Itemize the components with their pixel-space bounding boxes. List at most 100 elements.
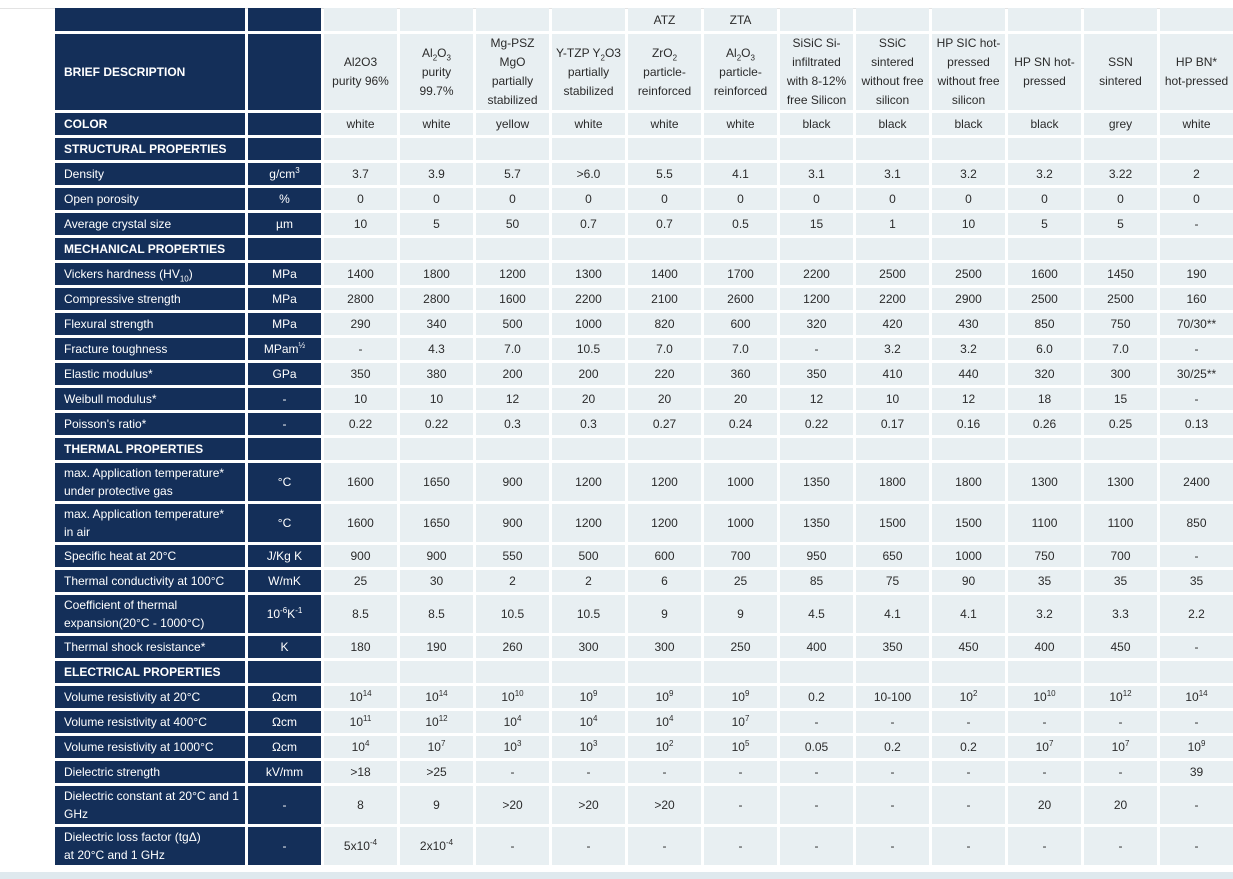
group-header-cell: ZTA [704,8,777,31]
value-cell: - [932,711,1005,733]
unit-cell: °C [248,504,321,542]
value-cell: 2200 [856,288,929,310]
value-cell: 5x10-4 [324,827,397,865]
property-label: Dielectric constant at 20°C and 1 GHz [55,786,245,824]
value-cell: 250 [704,636,777,658]
value-cell: 850 [1008,313,1081,335]
table-row: Dielectric loss factor (tgΔ) at 20°C and … [55,827,1233,865]
value-cell: 1200 [780,288,853,310]
value-cell: - [324,338,397,360]
value-cell: 350 [856,636,929,658]
value-cell: 2400 [1160,463,1233,501]
value-cell: 1300 [1008,463,1081,501]
value-cell: 30/25** [1160,363,1233,385]
value-cell: - [1084,711,1157,733]
table-row: Dielectric strength kV/mm >18 >25- - - - - - - - -3… [55,761,1233,783]
value-cell: 900 [476,504,549,542]
unit-cell: kV/mm [248,761,321,783]
value-cell: 1400 [324,263,397,285]
value-cell: 320 [1008,363,1081,385]
section-empty-cell [476,438,549,460]
value-cell: 0 [324,188,397,210]
property-label: Flexural strength [55,313,245,335]
section-unit-cell [248,661,321,683]
property-label: Dielectric strength [55,761,245,783]
section-empty-cell [780,661,853,683]
value-cell: 1000 [704,504,777,542]
section-empty-cell [856,438,929,460]
value-cell: 3.2 [932,338,1005,360]
unit-cell: - [248,786,321,824]
value-cell: 9 [628,595,701,633]
value-cell: 1600 [324,463,397,501]
value-cell: 3.7 [324,163,397,185]
unit-cell: MPa [248,263,321,285]
value-cell: 0 [552,188,625,210]
section-empty-cell [704,661,777,683]
property-label: COLOR [55,113,245,135]
property-label: Volume resistivity at 20°C [55,686,245,708]
table-row: Density g/cm3 3.7 3.9 5.7 >6.0 5.5 4.1 3.1 3.1 3.2… [55,163,1233,185]
value-cell: 50 [476,213,549,235]
material-properties-table: ATZ ZTA BRIEF DESCRIPTION Al2O3 purity 96% Al… [52,5,1233,868]
value-cell: 9 [400,786,473,824]
value-cell: 300 [628,636,701,658]
value-cell: 2600 [704,288,777,310]
material-name-cell: Al2O3 purity 96% [324,34,397,110]
value-cell: 0.2 [932,736,1005,758]
value-cell: 1400 [628,263,701,285]
value-cell: 103 [552,736,625,758]
property-label: Fracture toughness [55,338,245,360]
section-empty-cell [1008,438,1081,460]
property-label: Elastic modulus* [55,363,245,385]
value-cell: white [552,113,625,135]
material-name-cell: ZrO2 particle-reinforced [628,34,701,110]
value-cell: 2200 [780,263,853,285]
material-name-cell: Y-TZP Y2O3 partially stabilized [552,34,625,110]
section-empty-cell [780,438,853,460]
group-header-cell [1008,8,1081,31]
section-empty-cell [324,238,397,260]
property-label: Poisson's ratio* [55,413,245,435]
value-cell: 10.5 [476,595,549,633]
value-cell: - [1008,761,1081,783]
table-row: Average crystal size µm 10 5 50 0.7 0.7 0.5 15 1 1… [55,213,1233,235]
value-cell: 0.7 [552,213,625,235]
value-cell: >20 [552,786,625,824]
value-cell: 1200 [628,463,701,501]
value-cell: 650 [856,545,929,567]
table-row: Volume resistivity at 1000°C Ωcm 104 107 103… [55,736,1233,758]
value-cell: 420 [856,313,929,335]
value-cell: 0.5 [704,213,777,235]
value-cell: 18 [1008,388,1081,410]
value-cell: - [856,827,929,865]
value-cell: 0 [400,188,473,210]
unit-cell: Ωcm [248,711,321,733]
section-empty-cell [1160,661,1233,683]
value-cell: 1200 [552,504,625,542]
section-empty-cell [932,138,1005,160]
section-empty-cell [1160,238,1233,260]
section-empty-cell [400,661,473,683]
section-header-row: ELECTRICAL PROPERTIES [55,661,1233,683]
value-cell: 3.1 [856,163,929,185]
section-empty-cell [400,438,473,460]
property-label: Coefficient of thermal expansion(20°C - 1… [55,595,245,633]
value-cell: 7.0 [1084,338,1157,360]
section-empty-cell [552,238,625,260]
value-cell: 10.5 [552,595,625,633]
value-cell: 1500 [932,504,1005,542]
material-name-cell: HP BN* hot-pressed [1160,34,1233,110]
value-cell: 2500 [1008,288,1081,310]
value-cell: - [780,711,853,733]
value-cell: 1300 [1084,463,1157,501]
value-cell: 2 [552,570,625,592]
value-cell: 25 [324,570,397,592]
value-cell: 109 [552,686,625,708]
unit-cell: % [248,188,321,210]
value-cell: 1600 [476,288,549,310]
value-cell: 1350 [780,463,853,501]
value-cell: - [1160,338,1233,360]
value-cell: 1010 [1008,686,1081,708]
value-cell: - [856,786,929,824]
